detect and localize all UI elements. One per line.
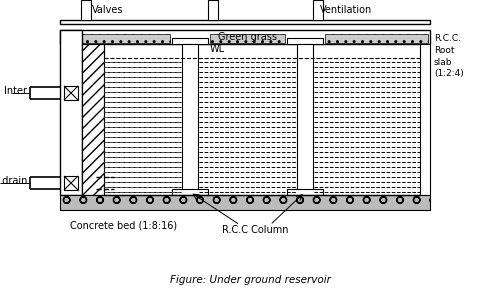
Text: To drain: To drain: [0, 176, 27, 186]
Bar: [420, 44, 430, 195]
Text: Ventilation: Ventilation: [320, 5, 372, 15]
Bar: [287, 38, 323, 44]
Bar: [64, 86, 78, 100]
Bar: [60, 30, 82, 195]
Bar: [210, 34, 285, 43]
Bar: [297, 44, 313, 195]
Bar: [60, 195, 430, 210]
Text: Figure: Under ground reservoir: Figure: Under ground reservoir: [170, 275, 330, 285]
Bar: [313, 0, 323, 20]
Bar: [182, 44, 198, 195]
Bar: [81, 0, 91, 20]
Bar: [82, 44, 104, 195]
Text: R.C.C Column: R.C.C Column: [222, 225, 288, 235]
Bar: [287, 189, 323, 195]
Bar: [325, 34, 428, 43]
Bar: [172, 38, 208, 44]
Bar: [60, 30, 430, 44]
Bar: [60, 20, 430, 24]
Bar: [172, 189, 208, 195]
Bar: [208, 0, 218, 20]
Text: Concrete bed (1:8:16): Concrete bed (1:8:16): [70, 220, 177, 230]
Text: Valves: Valves: [92, 5, 124, 15]
Text: WL: WL: [210, 44, 225, 54]
Text: Inter: Inter: [4, 86, 27, 96]
Bar: [62, 34, 170, 43]
Text: Green grass: Green grass: [218, 32, 276, 42]
Text: R.C.C.
Root
slab
(1:2:4): R.C.C. Root slab (1:2:4): [434, 34, 464, 78]
Bar: [82, 44, 104, 195]
Bar: [64, 176, 78, 190]
